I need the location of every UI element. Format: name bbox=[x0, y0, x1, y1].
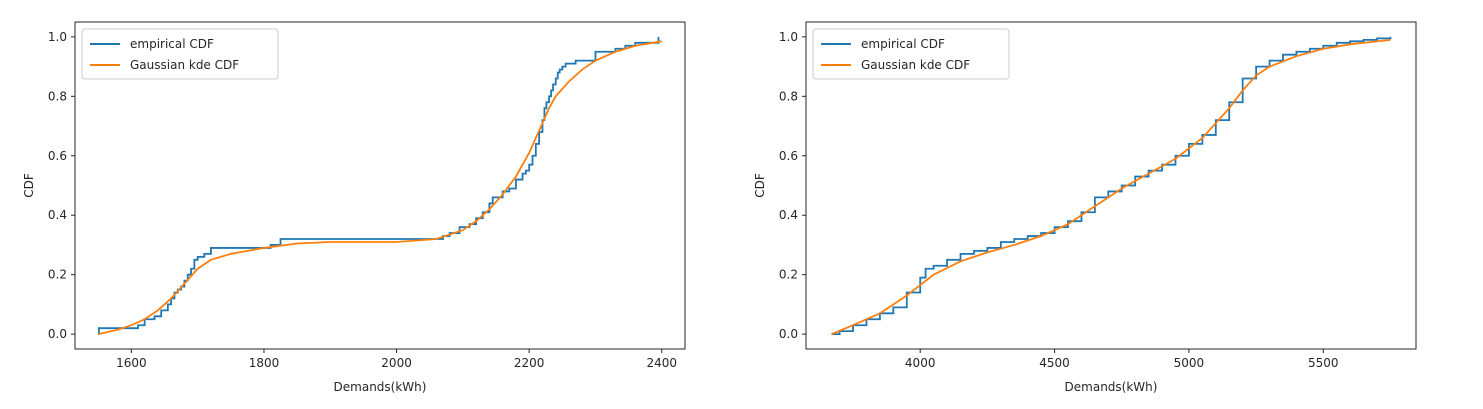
x-tick-label: 2400 bbox=[647, 356, 678, 370]
x-tick-label: 1800 bbox=[249, 356, 280, 370]
x-tick-label: 2200 bbox=[514, 356, 545, 370]
legend: empirical CDF Gaussian kde CDF bbox=[812, 28, 1010, 80]
y-tick-label: 0.8 bbox=[779, 89, 798, 103]
x-axis-label: Demands(kWh) bbox=[334, 380, 427, 394]
legend-label-kde: Gaussian kde CDF bbox=[130, 58, 239, 72]
x-tick-label: 4000 bbox=[905, 356, 936, 370]
legend-label-empirical: empirical CDF bbox=[861, 37, 945, 51]
x-tick-label: 4500 bbox=[1039, 356, 1070, 370]
y-tick-label: 1.0 bbox=[48, 30, 67, 44]
x-tick-label: 2000 bbox=[381, 356, 412, 370]
y-tick-label: 0.4 bbox=[779, 208, 798, 222]
axes-frame bbox=[74, 21, 686, 350]
legend: empirical CDF Gaussian kde CDF bbox=[81, 28, 279, 80]
y-tick-label: 0.6 bbox=[779, 149, 798, 163]
x-axis-label: Demands(kWh) bbox=[1065, 380, 1158, 394]
gaussian-kde-cdf-line bbox=[98, 40, 662, 336]
chart-panel-2: 4000 4500 5000 5500 0.0 0.2 0.4 0.6 0.8 1.0 Demand… bbox=[753, 21, 1417, 394]
chart-panel-1: 1600 1800 2000 2200 2400 0.0 0.2 0.4 0.6 0.8 1.0 De… bbox=[22, 21, 686, 394]
y-tick-label: 0.2 bbox=[779, 268, 798, 282]
y-tick-label: 0.4 bbox=[48, 208, 67, 222]
legend-label-kde: Gaussian kde CDF bbox=[861, 58, 970, 72]
x-tick-label: 5000 bbox=[1174, 356, 1205, 370]
y-axis-label: CDF bbox=[22, 173, 36, 198]
y-axis-label: CDF bbox=[753, 173, 767, 198]
y-tick-label: 0.2 bbox=[48, 268, 67, 282]
empirical-cdf-line bbox=[97, 36, 660, 336]
x-tick-label: 1600 bbox=[116, 356, 147, 370]
legend-box bbox=[812, 28, 1010, 80]
legend-label-empirical: empirical CDF bbox=[130, 37, 214, 51]
y-tick-label: 0.0 bbox=[779, 327, 798, 341]
y-tick-label: 0.8 bbox=[48, 89, 67, 103]
legend-box bbox=[81, 28, 279, 80]
x-tick-label: 5500 bbox=[1308, 356, 1339, 370]
gaussian-kde-cdf-line bbox=[831, 38, 1391, 335]
y-tick-label: 0.0 bbox=[48, 327, 67, 341]
axes-frame bbox=[805, 21, 1417, 350]
y-tick-label: 1.0 bbox=[779, 30, 798, 44]
y-tick-label: 0.6 bbox=[48, 149, 67, 163]
